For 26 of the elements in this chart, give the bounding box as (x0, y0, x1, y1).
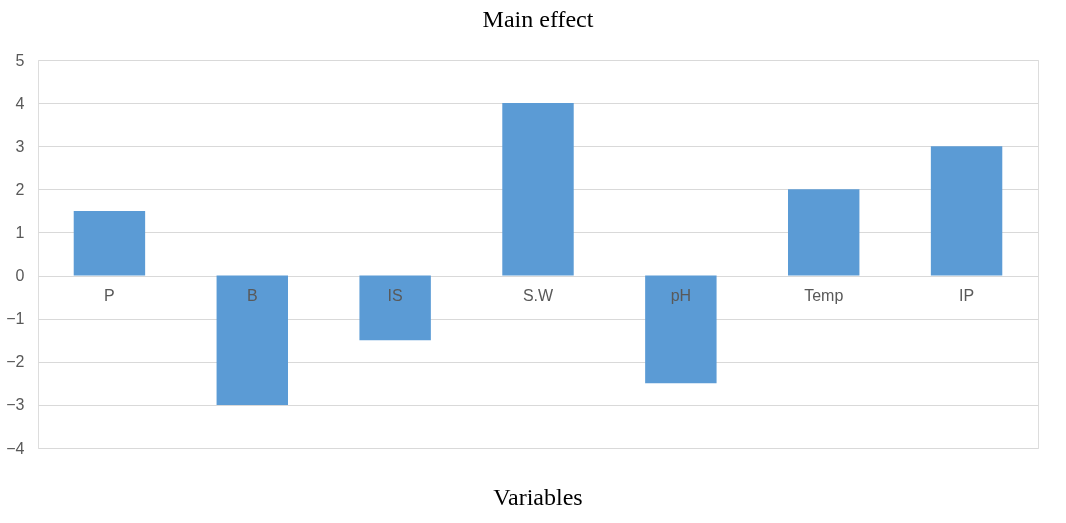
bar (216, 275, 288, 405)
x-axis-title: Variables (493, 484, 583, 510)
y-tick-label: −3 (6, 396, 25, 414)
chart-title: Main effect (482, 6, 594, 32)
y-tick-label: 5 (15, 51, 25, 69)
x-tick-label: P (104, 287, 115, 305)
x-tick-label: IP (959, 287, 975, 305)
y-tick-label: −4 (6, 439, 25, 457)
y-tick-label: 2 (15, 180, 25, 198)
bar (73, 210, 146, 276)
x-tick-label: pH (670, 287, 692, 305)
x-tick-label: B (246, 287, 258, 305)
bar (359, 275, 431, 341)
bar (645, 275, 717, 384)
bar (502, 103, 574, 276)
x-tick-label: IS (387, 287, 403, 305)
y-tick-label: 3 (15, 137, 25, 155)
x-tick-label: Temp (804, 287, 844, 305)
bar (930, 146, 1003, 276)
y-tick-label: 1 (15, 223, 25, 241)
x-tick-label: S.W (522, 287, 555, 305)
y-tick-label: 0 (15, 267, 25, 285)
y-tick-label: −1 (6, 310, 25, 328)
bar (788, 189, 860, 276)
y-tick-label: 4 (15, 94, 25, 112)
y-tick-label: −2 (6, 353, 25, 371)
